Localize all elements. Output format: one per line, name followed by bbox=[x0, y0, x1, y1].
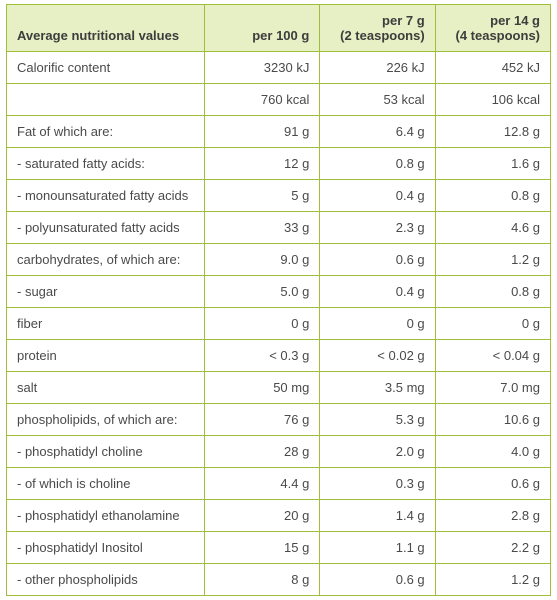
table-row: carbohydrates, of which are:9.0 g0.6 g1.… bbox=[7, 244, 551, 276]
row-value-per7g: 0.6 g bbox=[320, 244, 435, 276]
row-label: fiber bbox=[7, 308, 205, 340]
table-row: fiber0 g0 g0 g bbox=[7, 308, 551, 340]
row-value-per100g: 760 kcal bbox=[205, 84, 320, 116]
row-label: carbohydrates, of which are: bbox=[7, 244, 205, 276]
row-value-per14g: 2.2 g bbox=[435, 532, 550, 564]
table-row: - phosphatidyl choline28 g2.0 g4.0 g bbox=[7, 436, 551, 468]
row-value-per14g: 0.8 g bbox=[435, 276, 550, 308]
row-value-per14g: 10.6 g bbox=[435, 404, 550, 436]
row-value-per100g: 8 g bbox=[205, 564, 320, 596]
table-row: protein< 0.3 g< 0.02 g< 0.04 g bbox=[7, 340, 551, 372]
row-value-per100g: 33 g bbox=[205, 212, 320, 244]
table-body: Calorific content3230 kJ226 kJ452 kJ760 … bbox=[7, 52, 551, 596]
row-value-per100g: 5.0 g bbox=[205, 276, 320, 308]
header-label: Average nutritional values bbox=[7, 5, 205, 52]
row-value-per14g: 0.6 g bbox=[435, 468, 550, 500]
row-value-per7g: 226 kJ bbox=[320, 52, 435, 84]
header-col3-line1: per 14 g bbox=[446, 13, 540, 28]
row-value-per7g: 2.0 g bbox=[320, 436, 435, 468]
row-label: - phosphatidyl choline bbox=[7, 436, 205, 468]
header-col3-line2: (4 teaspoons) bbox=[446, 28, 540, 43]
row-value-per100g: 9.0 g bbox=[205, 244, 320, 276]
table-row: - monounsaturated fatty acids5 g0.4 g0.8… bbox=[7, 180, 551, 212]
row-label bbox=[7, 84, 205, 116]
row-value-per100g: 28 g bbox=[205, 436, 320, 468]
row-value-per7g: 1.1 g bbox=[320, 532, 435, 564]
row-value-per100g: 0 g bbox=[205, 308, 320, 340]
row-value-per7g: 1.4 g bbox=[320, 500, 435, 532]
row-value-per100g: 5 g bbox=[205, 180, 320, 212]
table-row: - phosphatidyl Inositol15 g1.1 g2.2 g bbox=[7, 532, 551, 564]
row-value-per14g: 1.6 g bbox=[435, 148, 550, 180]
row-value-per7g: 5.3 g bbox=[320, 404, 435, 436]
header-col-per100g: per 100 g bbox=[205, 5, 320, 52]
table-row: - polyunsaturated fatty acids33 g2.3 g4.… bbox=[7, 212, 551, 244]
row-value-per7g: 0.8 g bbox=[320, 148, 435, 180]
row-value-per14g: 7.0 mg bbox=[435, 372, 550, 404]
row-label: salt bbox=[7, 372, 205, 404]
row-label: - sugar bbox=[7, 276, 205, 308]
row-label: - phosphatidyl Inositol bbox=[7, 532, 205, 564]
row-value-per100g: 76 g bbox=[205, 404, 320, 436]
row-value-per7g: < 0.02 g bbox=[320, 340, 435, 372]
row-value-per14g: 1.2 g bbox=[435, 564, 550, 596]
row-value-per14g: < 0.04 g bbox=[435, 340, 550, 372]
table-row: - saturated fatty acids:12 g0.8 g1.6 g bbox=[7, 148, 551, 180]
row-value-per14g: 0 g bbox=[435, 308, 550, 340]
table-row: salt50 mg3.5 mg7.0 mg bbox=[7, 372, 551, 404]
row-label: - polyunsaturated fatty acids bbox=[7, 212, 205, 244]
table-row: - of which is choline4.4 g0.3 g0.6 g bbox=[7, 468, 551, 500]
row-value-per14g: 4.6 g bbox=[435, 212, 550, 244]
row-value-per100g: 15 g bbox=[205, 532, 320, 564]
header-col-per7g: per 7 g (2 teaspoons) bbox=[320, 5, 435, 52]
row-value-per7g: 0.4 g bbox=[320, 180, 435, 212]
header-col2-line2: (2 teaspoons) bbox=[330, 28, 424, 43]
table-row: Calorific content3230 kJ226 kJ452 kJ bbox=[7, 52, 551, 84]
row-label: protein bbox=[7, 340, 205, 372]
row-label: phospholipids, of which are: bbox=[7, 404, 205, 436]
header-col-per14g: per 14 g (4 teaspoons) bbox=[435, 5, 550, 52]
row-value-per100g: 4.4 g bbox=[205, 468, 320, 500]
table-row: - phosphatidyl ethanolamine20 g1.4 g2.8 … bbox=[7, 500, 551, 532]
row-value-per7g: 2.3 g bbox=[320, 212, 435, 244]
row-label: - monounsaturated fatty acids bbox=[7, 180, 205, 212]
row-label: - saturated fatty acids: bbox=[7, 148, 205, 180]
table-row: - other phospholipids8 g0.6 g1.2 g bbox=[7, 564, 551, 596]
row-value-per100g: 50 mg bbox=[205, 372, 320, 404]
row-value-per14g: 1.2 g bbox=[435, 244, 550, 276]
row-value-per7g: 0.4 g bbox=[320, 276, 435, 308]
row-value-per14g: 0.8 g bbox=[435, 180, 550, 212]
row-value-per100g: < 0.3 g bbox=[205, 340, 320, 372]
row-value-per7g: 0 g bbox=[320, 308, 435, 340]
row-value-per7g: 0.3 g bbox=[320, 468, 435, 500]
row-value-per14g: 452 kJ bbox=[435, 52, 550, 84]
row-value-per7g: 53 kcal bbox=[320, 84, 435, 116]
row-value-per100g: 3230 kJ bbox=[205, 52, 320, 84]
table-row: Fat of which are:91 g6.4 g12.8 g bbox=[7, 116, 551, 148]
table-row: phospholipids, of which are:76 g5.3 g10.… bbox=[7, 404, 551, 436]
table-row: - sugar5.0 g0.4 g0.8 g bbox=[7, 276, 551, 308]
row-label: - other phospholipids bbox=[7, 564, 205, 596]
row-value-per7g: 6.4 g bbox=[320, 116, 435, 148]
row-value-per14g: 4.0 g bbox=[435, 436, 550, 468]
row-value-per14g: 12.8 g bbox=[435, 116, 550, 148]
table-header-row: Average nutritional values per 100 g per… bbox=[7, 5, 551, 52]
row-value-per100g: 91 g bbox=[205, 116, 320, 148]
row-value-per14g: 2.8 g bbox=[435, 500, 550, 532]
row-label: Calorific content bbox=[7, 52, 205, 84]
row-value-per100g: 20 g bbox=[205, 500, 320, 532]
row-label: Fat of which are: bbox=[7, 116, 205, 148]
table-row: 760 kcal53 kcal106 kcal bbox=[7, 84, 551, 116]
header-col2-line1: per 7 g bbox=[330, 13, 424, 28]
row-value-per7g: 3.5 mg bbox=[320, 372, 435, 404]
row-label: - of which is choline bbox=[7, 468, 205, 500]
nutrition-table: Average nutritional values per 100 g per… bbox=[6, 4, 551, 596]
row-label: - phosphatidyl ethanolamine bbox=[7, 500, 205, 532]
row-value-per100g: 12 g bbox=[205, 148, 320, 180]
row-value-per14g: 106 kcal bbox=[435, 84, 550, 116]
row-value-per7g: 0.6 g bbox=[320, 564, 435, 596]
